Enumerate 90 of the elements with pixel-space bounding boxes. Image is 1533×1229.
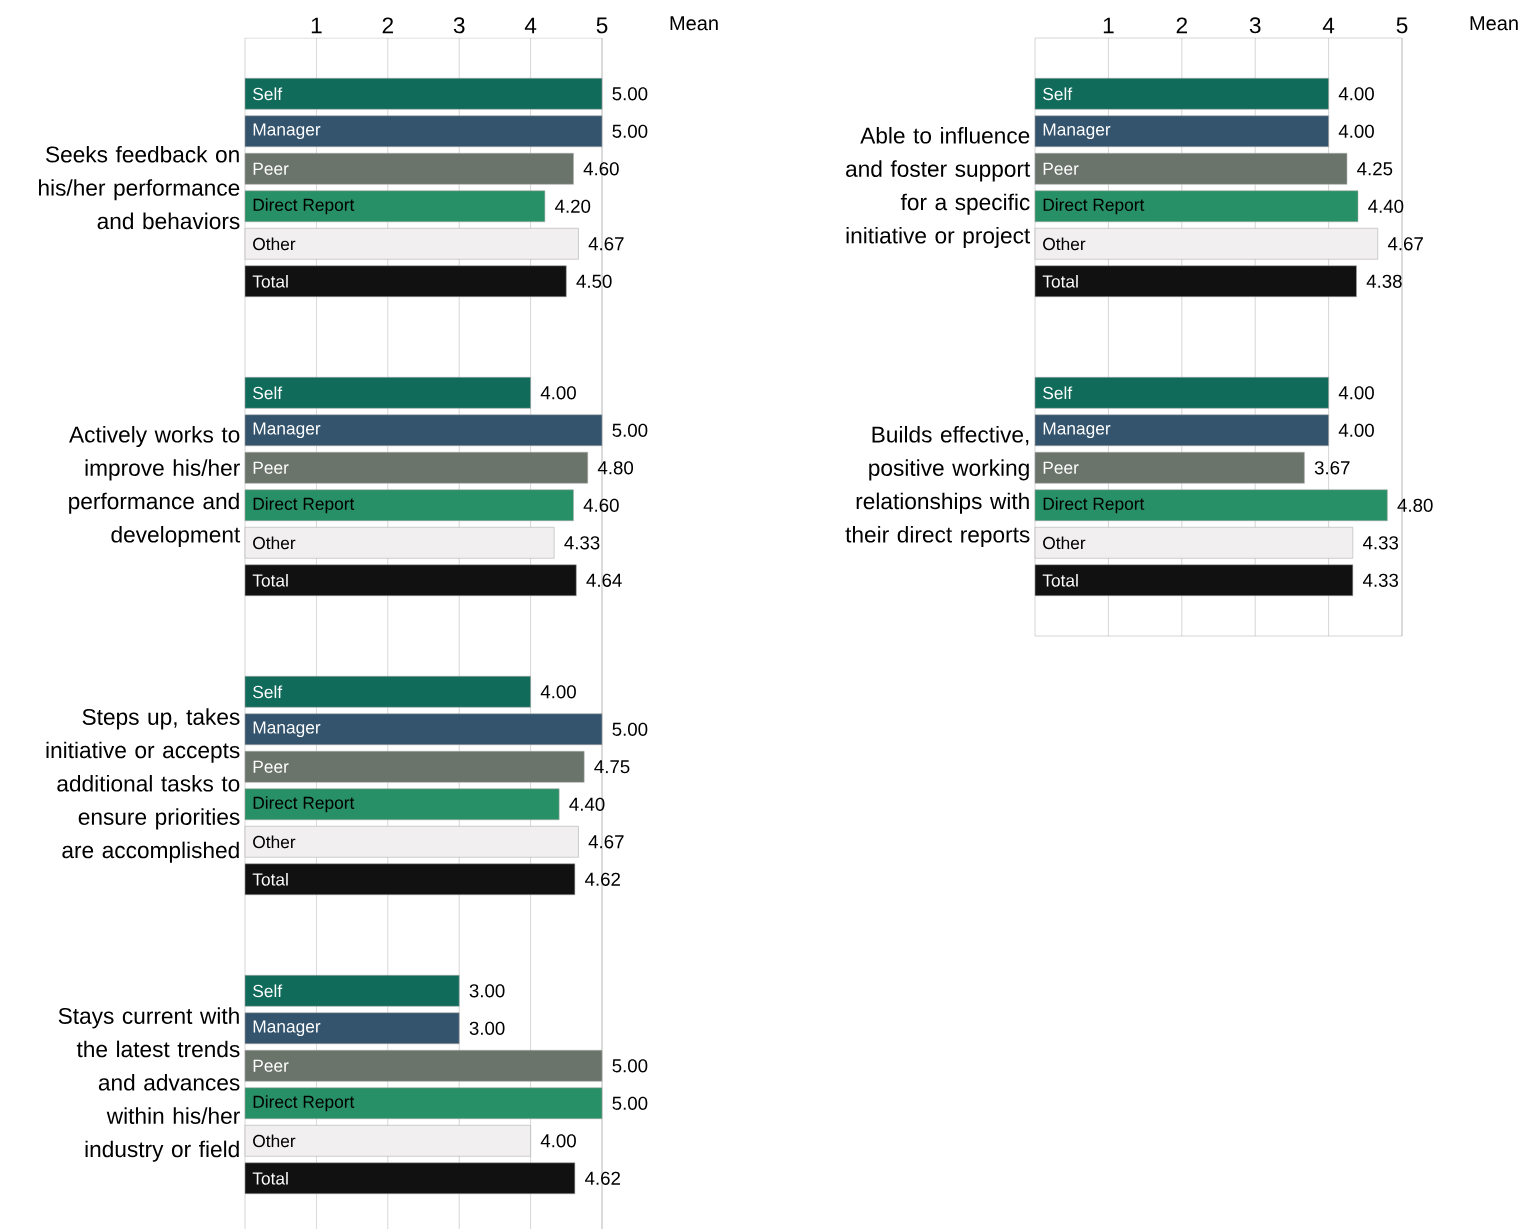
data-label: 4.62: [585, 872, 620, 886]
x-tick-label: 4: [1322, 17, 1335, 34]
data-label: 4.60: [583, 162, 619, 176]
series-label: Self: [253, 87, 283, 101]
data-label: 4.33: [564, 536, 600, 550]
x-tick-label: 2: [1176, 17, 1187, 34]
text: Mean: [670, 16, 718, 31]
data-label: 5.00: [612, 722, 648, 736]
data-label: 3.00: [469, 1021, 505, 1035]
series-label: Manager: [253, 721, 321, 738]
text: Self: [1043, 386, 1073, 400]
series-label: Peer: [253, 162, 289, 175]
series-label: Direct Report: [253, 497, 355, 514]
text: Mean: [1470, 16, 1518, 31]
data-label: 4.25: [1357, 162, 1393, 176]
series-label: Total: [252, 274, 288, 288]
x-tick-label: 3: [1249, 17, 1261, 34]
series-label: Direct Report: [1043, 497, 1145, 514]
data-label: 5.00: [612, 124, 648, 138]
data-label: 4.67: [588, 835, 624, 849]
data-label: 4.60: [583, 498, 619, 512]
text: Direct Report: [1043, 198, 1145, 215]
data-label: 4.20: [555, 199, 591, 213]
data-label: 4.38: [1366, 274, 1402, 288]
data-label: 4.62: [585, 1171, 620, 1185]
data-label: 4.40: [1368, 199, 1404, 213]
data-label: 4.00: [1338, 423, 1374, 437]
text: Peer: [253, 461, 289, 474]
text: Direct Report: [253, 198, 355, 215]
y-tick-label: Stays current with the latest trends and advances within his/her industry or field: [58, 1007, 240, 1162]
data-label: 5.00: [612, 87, 648, 101]
text: Peer: [253, 760, 289, 773]
text: Other: [253, 1134, 296, 1148]
data-label: 4.33: [1362, 536, 1399, 550]
text: Total: [252, 1171, 288, 1185]
data-label: 4.67: [1387, 237, 1423, 251]
data-label: 4.67: [588, 237, 624, 251]
data-label: 4.00: [540, 1134, 576, 1148]
y-tick-label: Steps up, takes initiative or accepts additional tasks to ensure priorities are accomplished: [46, 708, 240, 863]
data-label: 5.00: [612, 1096, 648, 1110]
x-tick-label: 1: [1103, 17, 1114, 34]
data-label: 4.64: [586, 573, 622, 587]
series-label: Total: [1042, 274, 1078, 288]
text: Manager: [1043, 422, 1111, 439]
text: Peer: [253, 1059, 289, 1072]
text: Peer: [1043, 461, 1079, 474]
data-label: 4.80: [1397, 498, 1433, 512]
data-label: 5.00: [612, 1059, 648, 1073]
data-label: 5.00: [612, 423, 648, 437]
data-label: 4.00: [1338, 87, 1374, 101]
data-label: 4.00: [540, 685, 576, 699]
text: Manager: [253, 123, 321, 140]
text: Total: [1042, 573, 1078, 587]
text: Self: [253, 685, 283, 699]
y-tick-label: Builds effective, positive working relationships with their direct reports: [845, 425, 1030, 548]
text: Total: [252, 573, 288, 587]
data-label: 4.75: [594, 760, 630, 774]
data-label: 4.40: [569, 797, 605, 811]
text: Direct Report: [253, 1095, 355, 1112]
text: Self: [253, 386, 283, 400]
x-tick-label: 5: [1396, 17, 1408, 34]
text: Other: [253, 835, 296, 849]
data-label: 4.33: [1362, 573, 1399, 587]
data-label: 4.50: [576, 274, 612, 288]
text: Other: [1043, 536, 1086, 550]
text: Manager: [253, 422, 321, 439]
data-label: 4.00: [540, 386, 576, 400]
series-label: Other: [253, 237, 296, 251]
x-tick-label: 4: [524, 17, 537, 34]
text: Total: [252, 872, 288, 886]
x-tick-label: 3: [453, 17, 465, 34]
x-tick-label: 2: [382, 17, 393, 34]
data-label: 3.67: [1314, 461, 1350, 475]
x-tick-label: 5: [596, 17, 608, 34]
data-label: 4.00: [1338, 124, 1374, 138]
text: Manager: [253, 1020, 321, 1037]
y-tick-label: Seeks feedback on his/her performance and behaviors: [39, 145, 240, 230]
text: Direct Report: [253, 796, 355, 813]
text: Self: [253, 984, 283, 998]
data-label: 3.00: [469, 984, 505, 998]
series-label: Other: [1043, 237, 1086, 251]
series-label: Peer: [1043, 162, 1079, 175]
y-tick-label: Actively works to improve his/her performance and development: [69, 425, 241, 548]
text: Other: [253, 536, 296, 550]
series-label: Manager: [1043, 123, 1111, 140]
data-label: 4.00: [1338, 386, 1374, 400]
x-tick-label: 1: [311, 17, 322, 34]
series-label: Self: [1043, 87, 1073, 101]
y-tick-label: Able to influence and foster support for a specific initiative or project: [846, 126, 1031, 249]
data-label: 4.80: [597, 461, 634, 475]
